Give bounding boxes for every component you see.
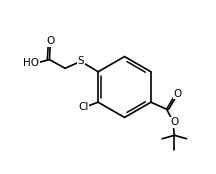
Text: S: S [78,56,84,66]
Text: O: O [174,89,182,98]
Text: O: O [170,117,178,127]
Text: HO: HO [23,58,39,68]
Text: Cl: Cl [78,102,89,112]
Text: O: O [46,36,54,46]
